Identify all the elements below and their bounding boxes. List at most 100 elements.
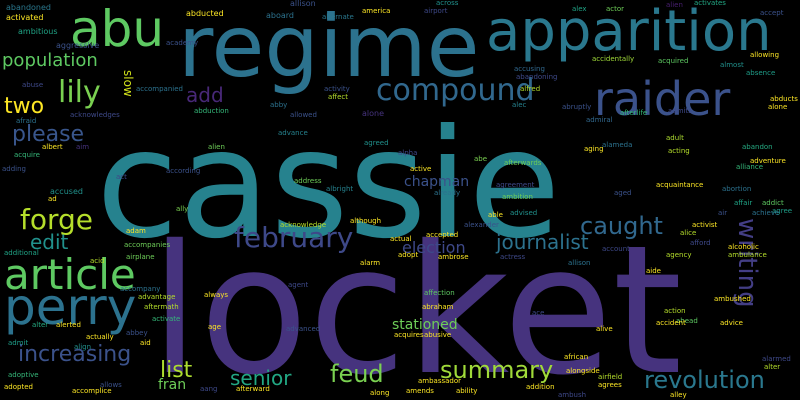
word-alice: alice	[680, 229, 697, 237]
word-ambush: ambush	[558, 391, 587, 399]
word-abbey: abbey	[126, 329, 148, 337]
word-adoptive: adoptive	[8, 371, 39, 379]
word-ally: ally	[176, 205, 189, 213]
word-amends: amends	[406, 387, 434, 395]
word-accompanied: accompanied	[136, 85, 183, 93]
word-almost: almost	[720, 61, 744, 69]
word-alex: alex	[572, 5, 587, 13]
word-admits: admits	[668, 107, 692, 115]
word-advanced: advanced	[286, 325, 321, 333]
word-albright: albright	[326, 185, 354, 193]
word-list: list	[160, 358, 193, 383]
word-acquires: acquires	[394, 331, 424, 339]
word-afraid: afraid	[16, 117, 37, 125]
word-compound: compound	[376, 73, 535, 108]
word-fran: fran	[158, 377, 187, 393]
word-ambushed: ambushed	[714, 295, 751, 303]
word-aging: aging	[584, 145, 604, 153]
word-alec: alec	[512, 101, 527, 109]
word-absence: absence	[746, 69, 776, 77]
word-additional: additional	[4, 249, 39, 257]
word-afterward: afterward	[236, 385, 270, 393]
word-aide: aide	[646, 267, 661, 275]
word-agree: agree	[772, 207, 793, 215]
word-stationed: stationed	[392, 317, 458, 333]
word-activates: activates	[694, 0, 726, 7]
word-airport: airport	[424, 7, 448, 15]
word-abducts: abducts	[770, 95, 798, 103]
word-aid: aid	[140, 339, 151, 347]
word-allowed: allowed	[290, 111, 317, 119]
word-election: election	[402, 238, 466, 257]
word-alpha: alpha	[398, 149, 418, 157]
word-abraham: abraham	[422, 303, 454, 311]
word-actually: actually	[86, 333, 114, 341]
word-alongside: alongside	[566, 367, 600, 375]
word-accusing: accusing	[514, 65, 545, 73]
word-across: across	[436, 0, 459, 7]
word-allison: allison	[568, 259, 591, 267]
word-regime: regime	[178, 0, 480, 97]
word-aang: aang	[200, 385, 218, 393]
word-age: age	[208, 323, 222, 331]
word-adult: adult	[666, 134, 684, 142]
word-advantage: advantage	[138, 293, 176, 301]
word-acquired: acquired	[658, 57, 689, 65]
word-accidentally: accidentally	[592, 55, 635, 63]
word-advised: advised	[510, 209, 538, 217]
word-locket: locket	[150, 207, 683, 400]
word-add: add	[186, 83, 224, 107]
word-although: although	[350, 217, 382, 225]
word-abandoned: abandoned	[6, 3, 51, 12]
word-ahead: ahead	[676, 317, 698, 325]
word-revolution: revolution	[644, 366, 765, 394]
word-acid: acid	[90, 257, 105, 265]
word-affair: affair	[734, 199, 753, 207]
word-accepted: accepted	[426, 231, 459, 239]
word-actress: actress	[500, 253, 526, 261]
word-activated: activated	[6, 13, 44, 22]
word-accomplice: accomplice	[72, 387, 112, 395]
word-abruptly: abruptly	[562, 103, 592, 111]
word-two: two	[4, 94, 45, 119]
word-acting: acting	[668, 147, 690, 155]
word-afford: afford	[690, 239, 711, 247]
word-alternate: alternate	[322, 13, 354, 21]
word-adam: adam	[126, 227, 146, 235]
word-chapman: chapman	[404, 174, 470, 190]
word-along: along	[370, 389, 390, 397]
word-february: february	[234, 221, 354, 254]
word-abandoning: abandoning	[516, 73, 558, 81]
word-actor: actor	[606, 5, 625, 13]
word-edit: edit	[30, 230, 69, 254]
word-abducted: abducted	[186, 9, 224, 18]
word-cassie: cassie	[96, 98, 561, 272]
word-according: according	[166, 167, 201, 175]
word-ability: ability	[456, 387, 478, 395]
word-accident: accident	[656, 319, 686, 327]
word-advice: advice	[720, 319, 743, 327]
word-summary: summary	[440, 356, 554, 384]
word-affect: affect	[328, 93, 349, 101]
word-accompanies: accompanies	[124, 241, 171, 249]
word-caught: caught	[580, 212, 663, 240]
word-abby: abby	[270, 101, 288, 109]
word-acquaintance: acquaintance	[656, 181, 704, 189]
word-article: article	[4, 250, 136, 299]
word-abortion: abortion	[722, 185, 752, 193]
word-active: active	[410, 165, 432, 173]
word-abusive: abusive	[424, 331, 452, 339]
word-achieve: achieve	[752, 209, 780, 217]
word-america: america	[362, 7, 391, 15]
word-adding: adding	[2, 165, 27, 173]
word-agreement: agreement	[496, 181, 535, 189]
word-alarmed: alarmed	[762, 355, 791, 363]
word-ambulance: ambulance	[728, 251, 767, 259]
word-aboard: aboard	[266, 11, 295, 20]
word-ambassador: ambassador	[418, 377, 462, 385]
word-action: action	[664, 307, 686, 315]
word-afterlife: afterlife	[620, 109, 648, 117]
word-activate: activate	[152, 315, 181, 323]
word-adopted: adopted	[4, 383, 33, 391]
